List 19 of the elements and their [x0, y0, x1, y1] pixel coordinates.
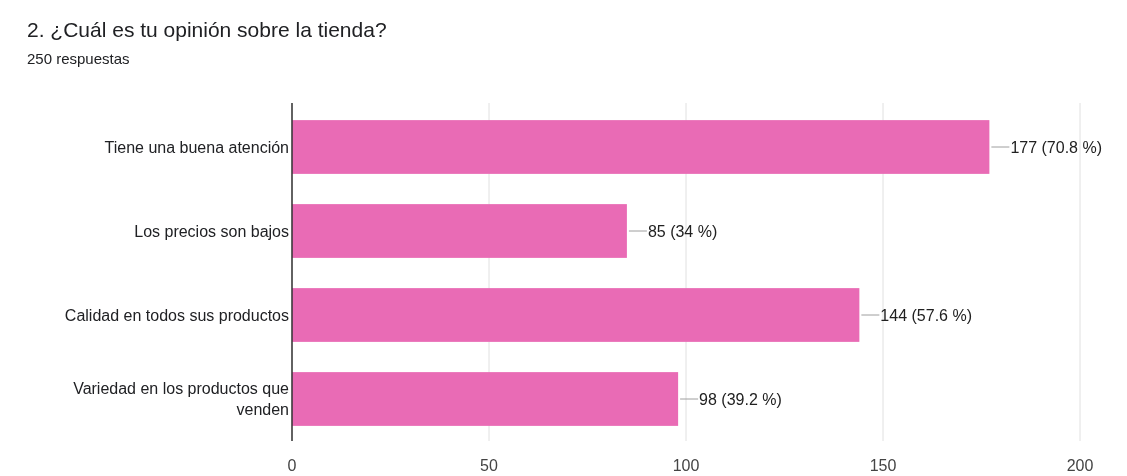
data-label: 177 (70.8 %): [1010, 138, 1102, 156]
bar: [292, 372, 679, 426]
bar: [292, 204, 627, 258]
x-tick-label: 100: [672, 457, 700, 474]
x-tick-label: 150: [869, 457, 897, 474]
chart-title: 2. ¿Cuál es tu opinión sobre la tienda?: [27, 18, 387, 41]
y-tick-label: Variedad en los productos que venden: [73, 380, 290, 419]
x-tick-label: 50: [480, 457, 498, 474]
y-tick-label: Los precios son bajos: [134, 222, 289, 240]
data-label: 85 (34 %): [647, 222, 718, 240]
bar: [292, 120, 990, 174]
y-tick-label: Tiene una buena atención: [104, 138, 289, 156]
bar: [292, 288, 860, 342]
text: 250 respuestas: [27, 50, 130, 67]
x-tick-label: 0: [287, 457, 297, 474]
data-label: 98 (39.2 %): [699, 390, 782, 408]
y-tick-label: Calidad en todos sus productos: [64, 306, 289, 324]
data-label: 144 (57.6 %): [880, 306, 972, 324]
x-tick-label: 200: [1066, 457, 1094, 474]
